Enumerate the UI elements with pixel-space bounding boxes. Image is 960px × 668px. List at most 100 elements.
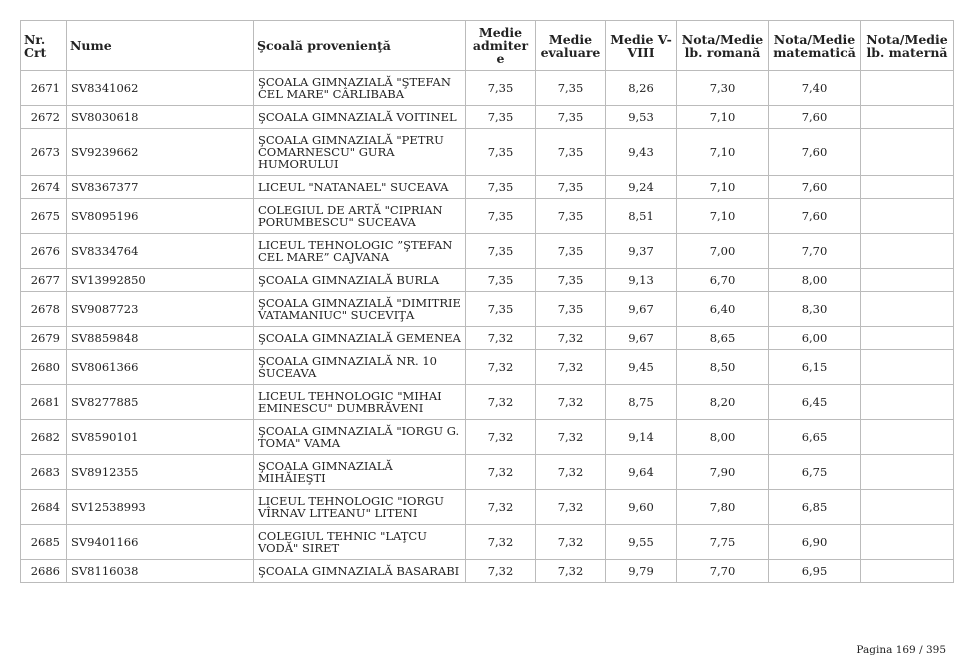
table-cell: 2674 (20, 175, 67, 199)
table-cell: 9,45 (605, 349, 677, 385)
table-cell: SV8334764 (66, 233, 254, 269)
table-cell: SV8277885 (66, 384, 254, 420)
table-cell: 7,35 (535, 291, 606, 327)
table-cell: SV8912355 (66, 454, 254, 490)
empty-cell (860, 175, 954, 199)
table-cell: 7,35 (535, 198, 606, 234)
empty-cell (860, 559, 954, 583)
table-cell: LICEUL TEHNOLOGIC "MIHAI EMINESCU" DUMBR… (253, 384, 466, 420)
table-cell: 7,32 (535, 559, 606, 583)
table-cell: 7,32 (535, 384, 606, 420)
table-cell: 9,37 (605, 233, 677, 269)
table-cell: SV9087723 (66, 291, 254, 327)
table-cell: 6,90 (768, 524, 861, 560)
table-cell: SV8116038 (66, 559, 254, 583)
table-cell: 9,64 (605, 454, 677, 490)
table-cell: 6,15 (768, 349, 861, 385)
table-cell: ŞCOALA GIMNAZIALĂ BURLA (253, 268, 466, 292)
table-cell: 2681 (20, 384, 67, 420)
table-cell: 7,90 (676, 454, 769, 490)
table-cell: 7,35 (535, 175, 606, 199)
table-cell: SV9239662 (66, 128, 254, 176)
table-row: 2676 SV8334764 LICEUL TEHNOLOGIC ”ŞTEFAN C… (20, 233, 954, 269)
table-cell: 7,32 (535, 419, 606, 455)
table-cell: 8,26 (605, 70, 677, 106)
table-cell: 2683 (20, 454, 67, 490)
table-cell: 2671 (20, 70, 67, 106)
table-cell: 6,65 (768, 419, 861, 455)
table-cell: 9,13 (605, 268, 677, 292)
empty-cell (860, 454, 954, 490)
table-row: 2680 SV8061366 ŞCOALA GIMNAZIALĂ NR. 10 SU… (20, 349, 954, 385)
table-cell: 9,67 (605, 326, 677, 350)
table-cell: 7,35 (535, 70, 606, 106)
table-cell: COLEGIUL DE ARTĂ "CIPRIAN PORUMBESCU" SU… (253, 198, 466, 234)
table-cell: 2685 (20, 524, 67, 560)
table-cell: 2675 (20, 198, 67, 234)
table-cell: SV8095196 (66, 198, 254, 234)
table-row: 2682 SV8590101 ŞCOALA GIMNAZIALĂ "IORGU G.… (20, 419, 954, 455)
table-cell: SV13992850 (66, 268, 254, 292)
table-cell: 7,40 (768, 70, 861, 106)
table-cell: 7,32 (535, 489, 606, 525)
table-row: 2683 SV8912355 ŞCOALA GIMNAZIALĂ MIHĂIEŞTI… (20, 454, 954, 490)
table-cell: 2682 (20, 419, 67, 455)
table-cell: SV8341062 (66, 70, 254, 106)
table-cell: 9,55 (605, 524, 677, 560)
empty-cell (860, 70, 954, 106)
table-cell: 7,35 (465, 198, 536, 234)
empty-cell (860, 233, 954, 269)
table-row: 2677 SV13992850 ŞCOALA GIMNAZIALĂ BURLA 7,3… (20, 268, 954, 292)
table-cell: 7,35 (465, 105, 536, 129)
table-cell: 9,24 (605, 175, 677, 199)
table-cell: 9,53 (605, 105, 677, 129)
table-cell: 7,32 (465, 454, 536, 490)
table-row: 2678 SV9087723 ŞCOALA GIMNAZIALĂ "DIMITRIE… (20, 291, 954, 327)
column-header: Nota/Medie lb. maternă (860, 20, 954, 71)
empty-cell (860, 384, 954, 420)
table-cell: 8,30 (768, 291, 861, 327)
table-cell: 8,50 (676, 349, 769, 385)
table-cell: 7,32 (465, 419, 536, 455)
column-header: Şcoală provenienţă (253, 20, 466, 71)
table-cell: 7,35 (465, 128, 536, 176)
table-cell: SV8030618 (66, 105, 254, 129)
results-table: Nr. Crt Nume Şcoală provenienţă Medie admit… (20, 20, 954, 583)
table-row: 2684 SV12538993 LICEUL TEHNOLOGIC "IORGU V… (20, 489, 954, 525)
empty-cell (860, 268, 954, 292)
table-cell: ŞCOALA GIMNAZIALĂ VOITINEL (253, 105, 466, 129)
table-cell: LICEUL TEHNOLOGIC "IORGU VÎRNAV LITEANU"… (253, 489, 466, 525)
table-cell: 7,32 (535, 326, 606, 350)
table-cell: 9,43 (605, 128, 677, 176)
table-cell: ŞCOALA GIMNAZIALĂ "PETRU COMARNESCU" GUR… (253, 128, 466, 176)
table-cell: ŞCOALA GIMNAZIALĂ BASARABI (253, 559, 466, 583)
table-cell: 7,35 (465, 175, 536, 199)
table-cell: 7,60 (768, 198, 861, 234)
column-header: Medie admitere (465, 20, 536, 71)
table-cell: 7,35 (535, 128, 606, 176)
empty-cell (860, 489, 954, 525)
table-row: 2681 SV8277885 LICEUL TEHNOLOGIC "MIHAI EM… (20, 384, 954, 420)
table-cell: 2676 (20, 233, 67, 269)
table-cell: 2677 (20, 268, 67, 292)
table-cell: LICEUL TEHNOLOGIC ”ŞTEFAN CEL MARE” CAJV… (253, 233, 466, 269)
table-cell: 7,32 (465, 489, 536, 525)
column-header: Nota/Medie lb. romană (676, 20, 769, 71)
table-cell: 7,32 (535, 524, 606, 560)
table-cell: 6,95 (768, 559, 861, 583)
table-cell: 6,45 (768, 384, 861, 420)
table-cell: SV8859848 (66, 326, 254, 350)
table-body: 2671 SV8341062 ŞCOALA GIMNAZIALĂ "ŞTEFAN C… (20, 70, 954, 583)
table-cell: 2686 (20, 559, 67, 583)
table-cell: 7,35 (535, 105, 606, 129)
table-cell: 7,32 (535, 454, 606, 490)
empty-cell (860, 105, 954, 129)
table-cell: SV8367377 (66, 175, 254, 199)
table-cell: 7,60 (768, 175, 861, 199)
table-cell: 8,51 (605, 198, 677, 234)
table-cell: 7,35 (465, 70, 536, 106)
table-cell: 7,10 (676, 128, 769, 176)
empty-cell (860, 524, 954, 560)
table-cell: 6,40 (676, 291, 769, 327)
